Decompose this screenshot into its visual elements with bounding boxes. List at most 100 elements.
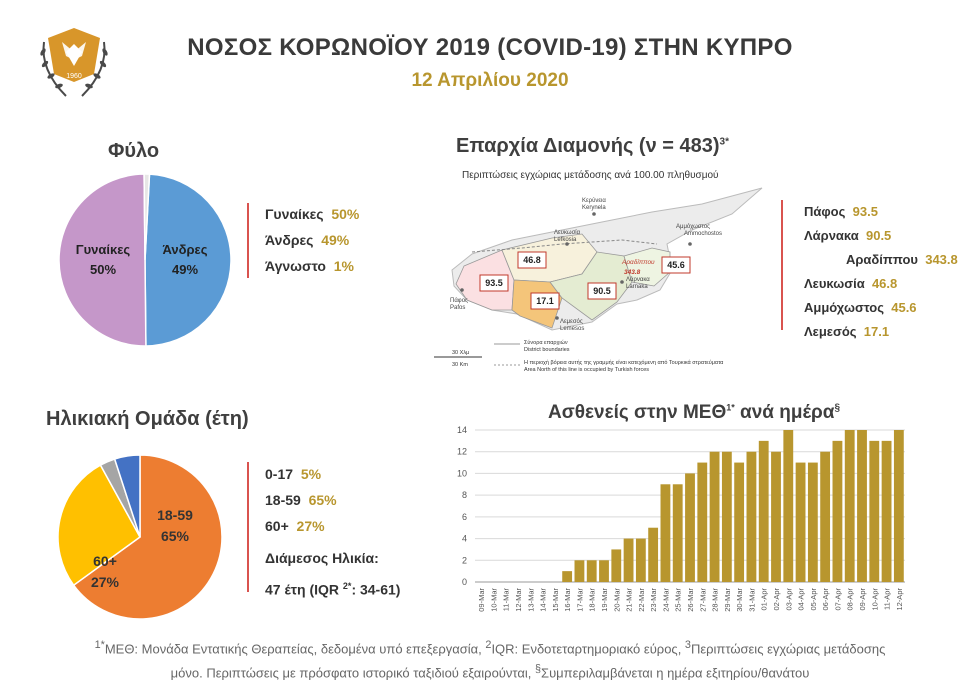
map-box-larnaka: 90.5 bbox=[593, 286, 611, 296]
town-lemesos-en: Lemesos bbox=[560, 326, 584, 332]
x-tick-label: 06-Apr bbox=[821, 588, 830, 611]
pie-slice-unknown bbox=[143, 173, 151, 261]
legend-item: Λευκωσία 46.8 bbox=[804, 272, 958, 296]
x-tick-label: 09-Apr bbox=[858, 588, 867, 611]
town-larnaka: Λάρνακα bbox=[626, 276, 650, 283]
y-tick-label: 4 bbox=[462, 534, 467, 544]
town-ammochostos: Αμμόχωστος bbox=[676, 223, 710, 230]
icu-bar bbox=[721, 451, 732, 582]
x-tick-label: 23-Mar bbox=[649, 588, 658, 612]
x-tick-label: 18-Mar bbox=[588, 588, 597, 612]
legend-value: 50% bbox=[331, 206, 360, 222]
icu-bar bbox=[635, 538, 646, 582]
map-box-ammochostos: 45.6 bbox=[667, 260, 685, 270]
legend-label: Γυναίκες bbox=[265, 206, 324, 222]
x-tick-label: 01-Apr bbox=[760, 588, 769, 611]
pie-slice-0-17 bbox=[113, 454, 141, 538]
legend-value: 46.8 bbox=[871, 276, 898, 291]
icu-bar bbox=[869, 440, 880, 582]
cyprus-map: 93.5 46.8 17.1 90.5 45.6 Αραδίππου 343.8… bbox=[434, 187, 763, 373]
y-tick-label: 8 bbox=[462, 490, 467, 500]
map-key-line-gr: Η περιοχή βόρεια αυτής της γραμμής είναι… bbox=[524, 359, 724, 366]
legend-value: 90.5 bbox=[865, 228, 892, 243]
x-tick-label: 10-Mar bbox=[489, 588, 498, 612]
icu-bar bbox=[746, 451, 757, 582]
legend-label: Αραδίππου bbox=[846, 252, 918, 267]
icu-bar bbox=[599, 560, 609, 582]
median-age-label: Διάμεσος Ηλικία: bbox=[265, 550, 379, 566]
sex-slice-pct-women: 50% bbox=[90, 262, 116, 277]
icu-bar bbox=[820, 451, 831, 582]
icu-bar bbox=[574, 560, 585, 582]
icu-bar bbox=[844, 430, 855, 582]
legend-item: Άνδρες 49% bbox=[265, 227, 359, 253]
x-tick-label: 03-Apr bbox=[784, 588, 793, 611]
x-tick-label: 05-Apr bbox=[809, 588, 818, 611]
sex-pie-chart: Γυναίκες 50% Άνδρες 49% bbox=[58, 173, 232, 347]
icu-bar bbox=[672, 484, 683, 582]
x-tick-label: 11-Apr bbox=[883, 588, 892, 610]
icu-bar-chart: 0 2 4 6 8 10 12 14 09-Mar 10-Mar 11-Mar 12-Mar 13-Ma… bbox=[457, 425, 905, 612]
legend-item: Πάφος 93.5 bbox=[804, 200, 958, 224]
median-tail: : 34-61) bbox=[351, 581, 401, 598]
map-key-boundaries-gr: Σύνορα επαρχιών bbox=[524, 339, 568, 346]
district-legend-divider bbox=[781, 200, 783, 330]
x-tick-label: 15-Mar bbox=[551, 588, 560, 612]
median-sup: 2* bbox=[342, 581, 352, 591]
legend-value: 65% bbox=[308, 492, 337, 508]
x-tick-label: 17-Mar bbox=[575, 588, 584, 612]
icu-title-sup2: § bbox=[834, 402, 841, 414]
map-scale-bottom: 30 Km bbox=[452, 362, 468, 368]
town-kyrenia: Κερύνεια bbox=[582, 198, 606, 204]
icu-title-sup1: 1* bbox=[726, 402, 735, 413]
legend-label: Άγνωστο bbox=[265, 258, 326, 274]
x-tick-label: 12-Mar bbox=[514, 588, 523, 612]
legend-value: 1% bbox=[333, 258, 354, 274]
x-tick-label: 27-Mar bbox=[698, 588, 707, 612]
pie-slice-60-plus bbox=[57, 464, 141, 587]
pie-slice-women bbox=[58, 173, 147, 347]
sex-legend: Γυναίκες 50% Άνδρες 49% Άγνωστο 1% bbox=[265, 201, 359, 279]
emblem-year: 1960 bbox=[66, 73, 82, 80]
icu-bar bbox=[709, 451, 720, 582]
icu-bar bbox=[783, 430, 794, 582]
town-lefkosia-en: Lefkosia bbox=[554, 237, 577, 243]
legend-value: 93.5 bbox=[852, 204, 878, 219]
map-box-lefkosia: 46.8 bbox=[523, 255, 541, 265]
map-aradippou-value: 343.8 bbox=[624, 269, 641, 276]
x-tick-label: 28-Mar bbox=[711, 588, 720, 612]
legend-value: 343.8 bbox=[925, 252, 958, 267]
x-tick-label: 30-Mar bbox=[735, 588, 744, 612]
icu-bar bbox=[795, 462, 806, 582]
legend-label: 60+ bbox=[265, 518, 289, 534]
footnote-line-1: 1*ΜΕΘ: Μονάδα Εντατικής Θεραπείας, δεδομ… bbox=[94, 639, 886, 657]
map-key-line-en: Area North of this line is occupied by T… bbox=[524, 367, 649, 373]
y-tick-label: 0 bbox=[462, 577, 467, 587]
district-title: Επαρχία Διαμονής (ν = 483)3* bbox=[456, 135, 729, 158]
x-tick-label: 31-Mar bbox=[747, 588, 756, 612]
legend-item: Λάρνακα 90.5 bbox=[804, 224, 958, 248]
icu-bar bbox=[881, 440, 892, 582]
legend-item: Άγνωστο 1% bbox=[265, 253, 359, 279]
legend-label: Πάφος bbox=[804, 204, 846, 219]
age-title: Ηλικιακή Ομάδα (έτη) bbox=[46, 408, 249, 430]
legend-label: Λευκωσία bbox=[804, 276, 865, 291]
sex-legend-divider bbox=[247, 203, 249, 278]
icu-bar bbox=[562, 571, 573, 582]
district-title-sup: 3* bbox=[719, 136, 729, 148]
icu-bar bbox=[648, 527, 659, 582]
x-tick-label: 04-Apr bbox=[797, 588, 806, 611]
x-tick-label: 16-Mar bbox=[563, 588, 572, 612]
x-tick-label: 24-Mar bbox=[661, 588, 670, 612]
icu-bar bbox=[832, 440, 843, 582]
coat-of-arms-emblem: 1960 bbox=[34, 22, 114, 102]
x-tick-label: 22-Mar bbox=[637, 588, 646, 612]
icu-bar bbox=[623, 538, 634, 582]
map-box-pafos: 93.5 bbox=[485, 278, 503, 288]
legend-label: 0-17 bbox=[265, 466, 294, 482]
town-lefkosia: Λευκωσία bbox=[554, 230, 581, 236]
icu-bar bbox=[807, 462, 818, 582]
icu-title: Ασθενείς στην ΜΕΘ1* ανά ημέρα§ bbox=[548, 402, 840, 424]
legend-label: Λεμεσός bbox=[804, 324, 857, 339]
x-tick-label: 14-Mar bbox=[539, 588, 548, 612]
